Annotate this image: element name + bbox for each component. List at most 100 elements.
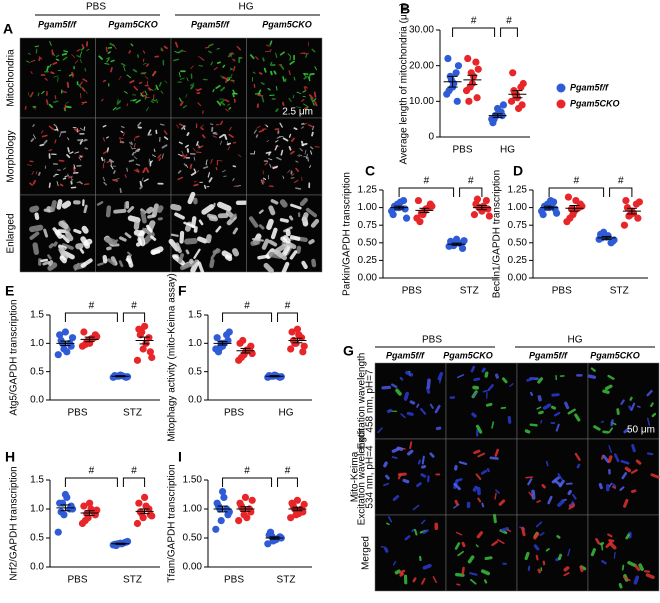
micrograph-texture bbox=[159, 123, 165, 126]
micrograph-texture bbox=[80, 236, 91, 249]
group-label: HG bbox=[239, 2, 254, 13]
micrograph-texture bbox=[110, 67, 113, 73]
data-point bbox=[566, 214, 574, 222]
micrograph-texture bbox=[197, 143, 201, 149]
micrograph-texture bbox=[482, 389, 490, 393]
micrograph-texture bbox=[602, 454, 610, 464]
micrograph-texture bbox=[475, 544, 479, 548]
micrograph-texture bbox=[131, 151, 135, 156]
micrograph-texture bbox=[226, 78, 231, 82]
data-point bbox=[623, 204, 632, 212]
micrograph-texture bbox=[624, 466, 632, 473]
micrograph-texture bbox=[453, 482, 461, 491]
micrograph-texture bbox=[405, 370, 414, 377]
micrograph-texture bbox=[215, 166, 218, 171]
micrograph-texture bbox=[630, 402, 636, 411]
micrograph-texture bbox=[126, 167, 129, 172]
significance-bracket bbox=[459, 187, 483, 197]
micrograph-texture bbox=[607, 533, 613, 538]
data-point bbox=[454, 62, 463, 70]
micrograph-texture bbox=[193, 183, 199, 187]
micrograph-texture bbox=[599, 541, 605, 546]
micrograph-texture bbox=[287, 169, 291, 173]
micrograph-texture bbox=[138, 81, 143, 85]
data-point bbox=[452, 69, 460, 77]
micrograph-texture bbox=[222, 64, 226, 68]
micrograph-texture bbox=[498, 499, 506, 506]
error-bar bbox=[139, 508, 150, 515]
data-point bbox=[519, 79, 527, 88]
error-bar bbox=[60, 340, 71, 347]
micrograph-texture bbox=[540, 419, 543, 424]
micrograph-texture bbox=[48, 182, 51, 188]
micrograph-texture bbox=[607, 455, 613, 463]
data-point bbox=[546, 196, 555, 205]
micrograph-texture bbox=[650, 402, 654, 408]
micrograph-texture bbox=[44, 77, 48, 81]
micrograph-texture bbox=[220, 75, 224, 80]
y-tick-label: 0.00 bbox=[358, 273, 378, 284]
error-bar bbox=[476, 204, 487, 211]
micrograph-texture bbox=[293, 76, 296, 81]
micrograph-texture bbox=[528, 491, 533, 498]
row-label: 534 nm, pH=4 bbox=[365, 445, 376, 509]
micrograph-texture bbox=[309, 94, 314, 100]
x-tick-label: STZ bbox=[123, 408, 142, 419]
micrograph-texture bbox=[126, 255, 134, 268]
micrograph-texture bbox=[288, 70, 291, 76]
legend-marker bbox=[556, 83, 566, 93]
data-point bbox=[123, 373, 132, 381]
micrograph-texture bbox=[102, 254, 108, 264]
x-tick-label: PBS bbox=[402, 286, 422, 297]
micrograph-texture bbox=[227, 146, 230, 151]
data-point bbox=[300, 500, 308, 508]
micrograph-texture bbox=[83, 204, 88, 214]
micrograph-texture bbox=[190, 259, 200, 274]
data-point bbox=[148, 512, 156, 520]
micrograph-texture bbox=[113, 208, 127, 214]
micrograph-texture bbox=[32, 124, 35, 128]
data-point bbox=[139, 345, 147, 353]
micrograph-texture bbox=[170, 233, 179, 237]
micrograph-texture bbox=[303, 86, 307, 92]
micrograph-texture bbox=[263, 177, 267, 181]
error-bar bbox=[419, 207, 430, 214]
data-point bbox=[291, 339, 299, 347]
micrograph-texture bbox=[301, 212, 309, 223]
y-tick-label: 0.25 bbox=[508, 255, 528, 266]
data-point bbox=[54, 528, 62, 536]
micrograph-texture bbox=[174, 212, 185, 220]
data-point bbox=[293, 496, 302, 504]
x-tick-label: HG bbox=[500, 145, 515, 156]
micrograph-texture bbox=[297, 155, 300, 158]
micrograph-texture bbox=[228, 106, 232, 110]
micrograph-texture bbox=[150, 246, 164, 256]
micrograph-texture bbox=[275, 108, 279, 113]
micrograph-texture bbox=[481, 502, 485, 508]
micrograph-texture bbox=[625, 533, 630, 540]
micrograph-texture bbox=[200, 124, 204, 128]
micrograph-texture bbox=[230, 213, 237, 221]
micrograph-texture bbox=[261, 96, 265, 103]
micrograph-texture bbox=[629, 396, 633, 401]
data-point bbox=[473, 195, 482, 203]
micrograph-texture bbox=[429, 403, 434, 409]
data-point bbox=[80, 502, 88, 510]
micrograph bbox=[587, 514, 660, 592]
micrograph-texture bbox=[48, 243, 54, 249]
micrograph-texture bbox=[110, 59, 115, 63]
micrograph-texture bbox=[461, 541, 466, 548]
micrograph-texture bbox=[62, 56, 68, 61]
significance-bracket bbox=[122, 312, 146, 322]
micrograph-texture bbox=[255, 56, 259, 60]
micrograph-texture bbox=[146, 206, 154, 214]
micrograph-texture bbox=[212, 248, 221, 255]
micrograph-texture bbox=[177, 170, 182, 174]
micrograph-texture bbox=[270, 199, 279, 205]
micrograph-texture bbox=[59, 132, 62, 138]
micrograph-texture bbox=[493, 513, 497, 524]
micrograph-texture bbox=[303, 122, 308, 126]
micrograph-texture bbox=[303, 75, 309, 80]
micrograph-texture bbox=[67, 147, 70, 153]
micrograph-texture bbox=[178, 253, 184, 263]
